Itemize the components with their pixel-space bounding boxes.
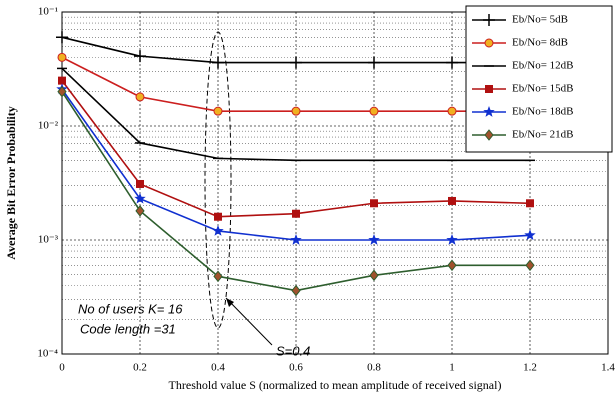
marker — [58, 76, 66, 85]
marker — [524, 229, 536, 241]
marker — [484, 38, 494, 48]
marker — [214, 212, 222, 221]
marker — [213, 270, 223, 283]
marker — [212, 225, 224, 236]
marker — [135, 92, 145, 102]
marker — [212, 56, 224, 69]
x-tick-label: 0.8 — [367, 362, 381, 374]
x-tick-label: 1.4 — [601, 362, 615, 374]
annotation: Code length =31 — [80, 321, 176, 336]
marker — [483, 14, 495, 26]
marker — [57, 85, 67, 98]
y-axis-label: Average Bit Error Probability — [4, 106, 18, 259]
arrow-head — [226, 298, 234, 307]
marker — [446, 56, 458, 69]
legend-label: Eb/No= 18dB — [512, 106, 574, 118]
legend-label: Eb/No= 15dB — [512, 83, 574, 95]
legend-label: Eb/No= 21dB — [512, 129, 574, 141]
annotation: No of users K= 16 — [78, 301, 183, 316]
highlight-ellipse — [204, 31, 232, 329]
y-tick-label: 10⁻³ — [38, 234, 59, 246]
marker — [134, 50, 146, 63]
marker — [291, 106, 301, 116]
x-tick-label: 0.2 — [133, 362, 147, 374]
y-tick-label: 10⁻² — [38, 120, 59, 132]
marker — [291, 284, 301, 297]
annotation-arrow — [225, 297, 273, 346]
marker — [213, 106, 223, 116]
marker — [526, 199, 534, 208]
marker — [369, 106, 379, 116]
x-tick-label: 1 — [449, 362, 455, 374]
legend-label: Eb/No= 5dB — [512, 14, 568, 26]
marker — [136, 179, 144, 188]
marker — [483, 106, 495, 117]
marker — [292, 209, 300, 218]
marker — [57, 52, 67, 62]
y-tick-label: 10⁻⁴ — [37, 348, 58, 360]
x-tick-label: 0.6 — [289, 362, 303, 374]
legend-label: Eb/No= 12dB — [512, 60, 574, 72]
marker — [134, 192, 146, 204]
marker — [135, 205, 145, 217]
annotation: S=0.4 — [276, 343, 310, 358]
legend-label: Eb/No= 8dB — [512, 37, 568, 49]
x-tick-label: 1.2 — [523, 362, 537, 374]
legend-box — [465, 5, 613, 153]
marker — [56, 31, 68, 44]
marker — [290, 234, 302, 245]
marker — [369, 269, 379, 282]
x-tick-label: 0 — [59, 362, 65, 374]
x-axis-label: Threshold value S (normalized to mean am… — [169, 378, 502, 392]
marker — [368, 234, 380, 245]
plot-frame — [61, 11, 609, 355]
marker — [484, 129, 494, 141]
x-tick-label: 0.4 — [211, 362, 225, 374]
marker — [447, 106, 457, 116]
marker — [448, 196, 456, 205]
marker — [370, 199, 378, 208]
marker — [290, 56, 302, 69]
marker — [368, 56, 380, 69]
marker — [447, 259, 457, 272]
marker — [446, 234, 458, 245]
y-tick-label: 10⁻¹ — [38, 6, 58, 18]
marker — [525, 259, 535, 272]
marker — [485, 85, 493, 93]
